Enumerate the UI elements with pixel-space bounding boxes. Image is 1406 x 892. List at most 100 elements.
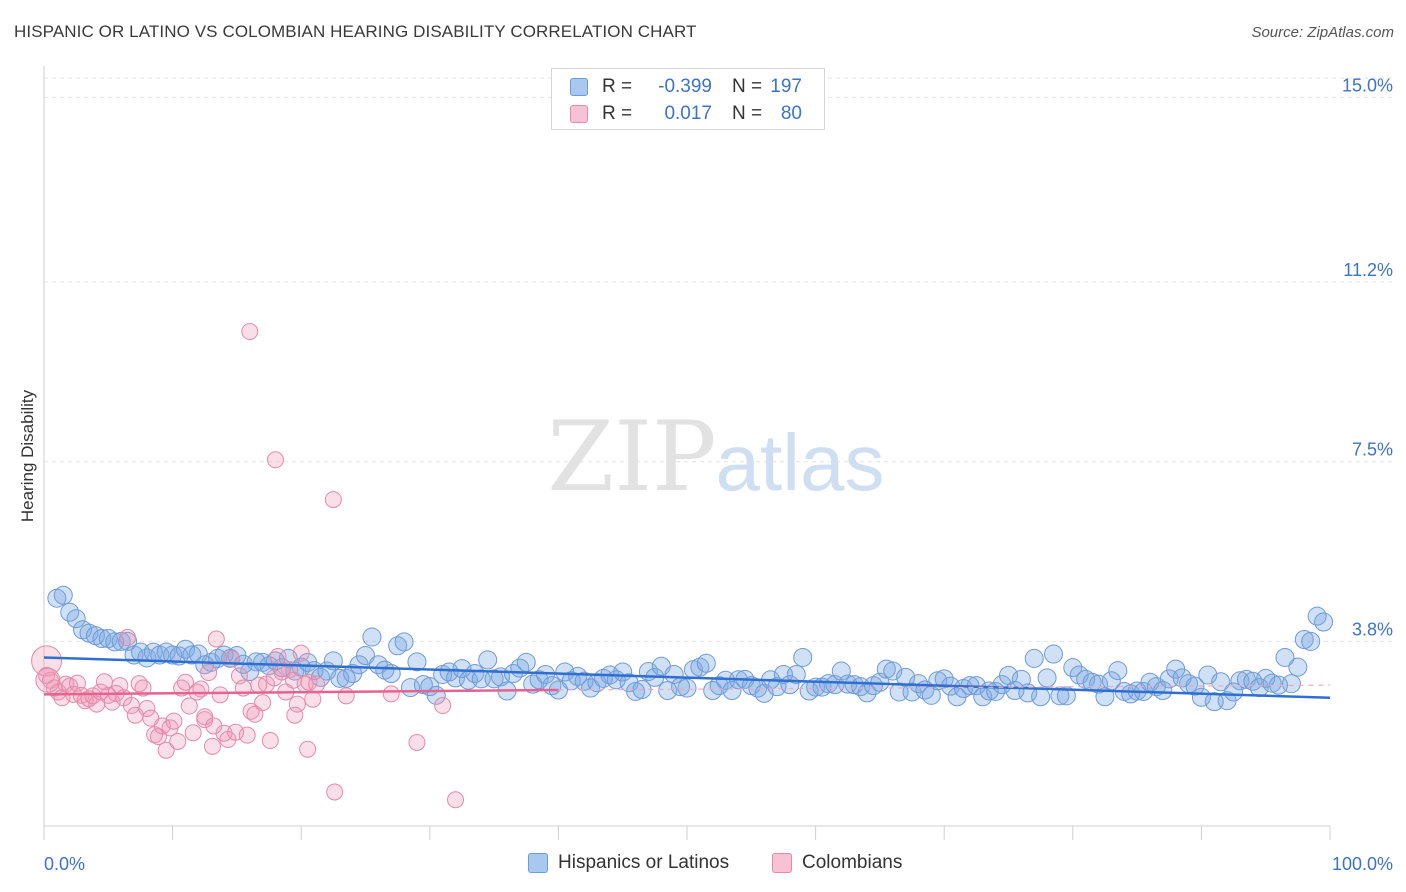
y-tick-label: 7.5% [1352, 440, 1393, 460]
data-point-colombians [308, 675, 326, 693]
data-point-colombians [207, 630, 225, 648]
data-point-colombians [238, 726, 256, 744]
tick-labels: 3.8% 7.5% 11.2% 15.0% 0.0% 100.0% [44, 75, 1393, 874]
n-label: N = [732, 103, 763, 124]
series-legend: Hispanics or Latinos Colombians [0, 852, 1406, 878]
y-axis-label: Hearing Disability [18, 389, 37, 523]
data-point-hispanics [529, 670, 549, 690]
r-value: -0.399 [658, 76, 712, 97]
data-point-colombians [84, 687, 102, 705]
data-point-colombians [138, 699, 156, 717]
data-point-colombians [176, 673, 194, 691]
data-point-hispanics [362, 627, 382, 647]
n-label: N = [732, 76, 763, 97]
n-value: 197 [770, 76, 802, 97]
data-point-colombians [149, 728, 167, 746]
stats-legend: R = -0.399 N = 197 R = 0.017 N = 80 [551, 68, 825, 130]
data-point-hispanics [1063, 658, 1083, 678]
data-point-hispanics [246, 652, 266, 672]
data-point-colombians [35, 667, 61, 693]
data-point-colombians [261, 732, 279, 750]
r-label: R = [602, 76, 633, 97]
axes [43, 66, 1331, 840]
data-point-hispanics [516, 652, 536, 672]
data-point-colombians [286, 706, 304, 724]
data-point-colombians [246, 705, 264, 723]
data-point-hispanics [992, 675, 1012, 695]
data-point-colombians [205, 717, 223, 735]
r-label: R = [602, 103, 633, 124]
legend-item-hispanics[interactable]: Hispanics or Latinos [528, 852, 729, 874]
stats-row-hispanics: R = -0.399 N = 197 [570, 75, 802, 99]
data-point-hispanics [1153, 680, 1173, 700]
data-point-hispanics [1185, 676, 1205, 696]
data-point-colombians [337, 687, 355, 705]
grid-lines [44, 77, 1392, 642]
data-point-hispanics [182, 645, 202, 665]
data-point-hispanics [696, 653, 716, 673]
data-point-colombians [184, 724, 202, 742]
data-point-hispanics [793, 647, 813, 667]
data-point-hispanics [1288, 657, 1308, 677]
data-point-hispanics [934, 669, 954, 689]
data-point-colombians [119, 629, 137, 647]
data-point-hispanics [92, 629, 112, 649]
y-tick-label: 11.2% [1343, 260, 1393, 280]
data-point-hispanics [1089, 674, 1109, 694]
data-point-hispanics [291, 657, 311, 677]
y-tick-label: 15.0% [1342, 75, 1393, 95]
regression-lines [43, 656, 1331, 700]
data-point-colombians [324, 491, 342, 509]
data-point-colombians [134, 679, 152, 697]
x-tick-label: 100.0% [1332, 854, 1393, 874]
data-point-hispanics [1211, 672, 1231, 692]
data-point-hispanics [465, 663, 485, 683]
data-point-hispanics [1056, 686, 1076, 706]
data-point-colombians [203, 737, 221, 755]
data-point-hispanics [1044, 644, 1064, 664]
data-point-colombians [382, 685, 400, 703]
data-point-hispanics [1031, 687, 1051, 707]
data-point-hispanics [53, 585, 73, 605]
data-point-colombians [200, 664, 218, 682]
data-point-colombians [292, 644, 310, 662]
data-point-hispanics [240, 662, 260, 682]
data-point-colombians [31, 645, 63, 677]
data-point-hispanics [66, 609, 86, 629]
source-label: Source: ZipAtlas.com [1251, 24, 1394, 41]
data-point-hispanics [407, 652, 427, 672]
data-point-colombians [211, 686, 229, 704]
stats-row-colombians: R = 0.017 N = 80 [570, 102, 802, 126]
data-point-hispanics [703, 680, 723, 700]
data-point-colombians [299, 740, 317, 758]
data-point-hispanics [413, 675, 433, 695]
n-value: 80 [780, 103, 802, 124]
data-point-colombians [269, 647, 287, 665]
data-point-hispanics [626, 681, 646, 701]
data-point-hispanics [1037, 668, 1057, 688]
data-point-colombians [165, 712, 183, 730]
data-point-hispanics [709, 676, 729, 696]
data-point-hispanics [664, 664, 684, 684]
data-point-colombians [266, 451, 284, 469]
data-point-hispanics [394, 632, 414, 652]
data-point-colombians [288, 695, 306, 713]
data-point-hispanics [1224, 682, 1244, 702]
data-point-colombians [326, 783, 344, 801]
data-point-hispanics [876, 659, 896, 679]
data-point-hispanics [1281, 674, 1301, 694]
legend-label-colombians: Colombians [802, 852, 903, 873]
data-point-colombians [169, 732, 187, 750]
regression-line-hispanics [43, 656, 1331, 700]
data-point-hispanics [478, 650, 498, 670]
data-point-colombians [192, 680, 210, 698]
stats-swatch-hispanics [570, 78, 588, 96]
regression-line-colombians [43, 688, 559, 696]
data-point-hispanics [163, 645, 183, 665]
data-point-hispanics [452, 659, 472, 679]
data-point-hispanics [1294, 629, 1314, 649]
data-point-hispanics [349, 655, 369, 675]
data-point-hispanics [484, 669, 504, 689]
legend-item-colombians[interactable]: Colombians [772, 852, 902, 874]
